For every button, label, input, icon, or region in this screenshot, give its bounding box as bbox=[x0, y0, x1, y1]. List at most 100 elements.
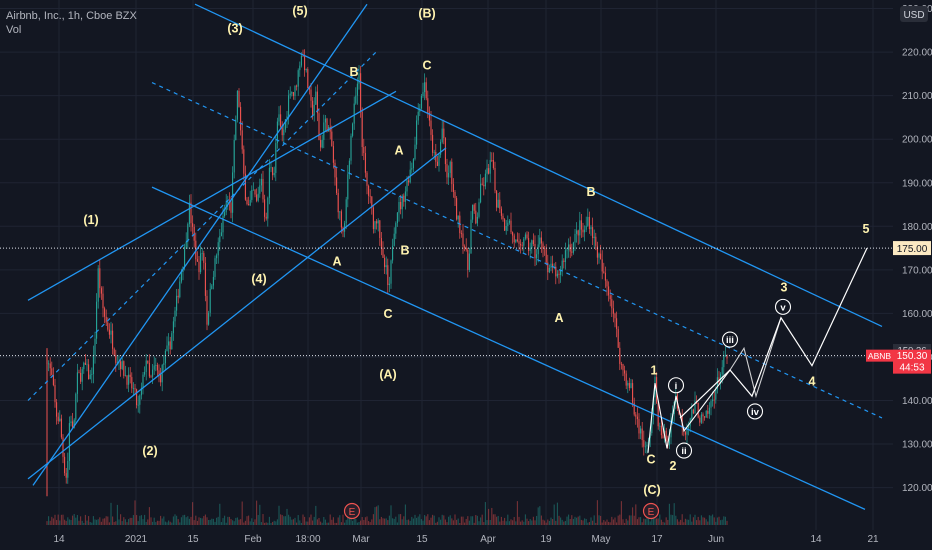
candle-body bbox=[691, 409, 693, 419]
volume-bar bbox=[467, 516, 469, 525]
volume-bar bbox=[500, 516, 502, 525]
circle-label: v bbox=[780, 302, 786, 313]
candle-body bbox=[235, 119, 237, 141]
candle-body bbox=[528, 238, 530, 251]
candle-body bbox=[390, 260, 392, 284]
candle-body bbox=[254, 189, 256, 195]
candle-body bbox=[505, 226, 507, 231]
candle-body bbox=[609, 295, 611, 300]
volume-bar bbox=[656, 518, 658, 525]
earnings-marker: E bbox=[343, 502, 361, 520]
earnings-letter: E bbox=[648, 507, 655, 518]
volume-bar bbox=[603, 520, 605, 525]
volume-indicator-label[interactable]: Vol bbox=[6, 24, 22, 36]
candle-body bbox=[467, 249, 469, 270]
candle-body bbox=[275, 143, 277, 173]
channel-line-2 bbox=[27, 147, 447, 480]
volume-bar bbox=[619, 514, 621, 525]
volume-bar bbox=[588, 522, 590, 525]
volume-bar bbox=[262, 514, 264, 525]
candle-body bbox=[129, 374, 131, 378]
candle-body bbox=[473, 204, 475, 211]
candle-body bbox=[705, 410, 707, 418]
time-tick-label: Apr bbox=[480, 534, 496, 545]
candle-body bbox=[243, 149, 245, 174]
volume-bar bbox=[315, 505, 317, 525]
currency-badge[interactable]: USD bbox=[900, 6, 928, 22]
candle-body bbox=[296, 85, 298, 87]
volume-bar bbox=[427, 514, 429, 525]
candle-body bbox=[337, 193, 339, 213]
volume-bar bbox=[611, 516, 613, 525]
candle-body bbox=[417, 111, 419, 121]
volume-bar bbox=[592, 520, 594, 525]
candle-body bbox=[331, 131, 333, 147]
volume-bar bbox=[468, 520, 470, 525]
candle-body bbox=[688, 426, 690, 428]
candle-body bbox=[443, 128, 445, 139]
volume-bar bbox=[696, 520, 698, 525]
volume-bar bbox=[376, 506, 378, 525]
volume-bar bbox=[241, 501, 243, 525]
candle-body bbox=[396, 212, 398, 224]
candle-body bbox=[448, 172, 450, 178]
volume-bar bbox=[659, 514, 661, 525]
candle-body bbox=[60, 418, 62, 438]
volume-bar bbox=[718, 516, 720, 525]
candle-body bbox=[380, 237, 382, 249]
candle-body bbox=[430, 120, 432, 135]
candle-body bbox=[598, 253, 600, 258]
volume-bar bbox=[569, 518, 571, 525]
candle-body bbox=[145, 360, 147, 372]
wave-label: B bbox=[586, 185, 595, 199]
candle-body bbox=[187, 224, 189, 242]
candle-body bbox=[86, 364, 88, 366]
volume-bar bbox=[145, 521, 147, 525]
time-tick-label: Feb bbox=[244, 534, 262, 545]
candle-body bbox=[89, 374, 91, 380]
volume-bar bbox=[676, 519, 678, 525]
volume-bar bbox=[691, 521, 693, 525]
candle-body bbox=[659, 425, 661, 427]
price-tick-label: 170.00 bbox=[902, 265, 932, 276]
candle-body bbox=[646, 444, 648, 447]
volume-bar bbox=[371, 519, 373, 525]
volume-bar bbox=[555, 520, 557, 525]
candle-body bbox=[320, 140, 322, 148]
price-axis[interactable]: 120.00130.00140.00150.00160.00170.00180.… bbox=[893, 0, 932, 530]
wave-label: A bbox=[394, 143, 403, 157]
candle-body bbox=[726, 355, 728, 359]
channel-midline-1 bbox=[27, 51, 377, 401]
volume-bar bbox=[286, 508, 288, 525]
candle-body bbox=[360, 73, 362, 112]
candle-body bbox=[515, 239, 517, 243]
candle-body bbox=[510, 220, 512, 233]
volume-bar bbox=[208, 519, 210, 525]
chart-legend: Airbnb, Inc., 1h, Cboe BZX Vol bbox=[6, 9, 137, 37]
volume-bar bbox=[393, 518, 395, 525]
volume-bar bbox=[75, 517, 77, 525]
volume-bar bbox=[483, 522, 485, 525]
volume-bar bbox=[633, 515, 635, 525]
candle-body bbox=[96, 301, 98, 339]
wave-label: C bbox=[646, 453, 655, 467]
volume-bar bbox=[648, 514, 650, 525]
volume-bar bbox=[563, 521, 565, 525]
candle-body bbox=[84, 362, 86, 365]
volume-bar bbox=[267, 522, 269, 525]
volume-bar bbox=[67, 517, 69, 525]
wave-label: C bbox=[383, 307, 392, 321]
volume-bar bbox=[80, 516, 82, 525]
volume-bar bbox=[289, 516, 291, 525]
price-tick-label: 160.00 bbox=[902, 309, 932, 320]
time-axis[interactable]: 14 2021 15 Feb 18:00 Mar 15 Apr 19 May 17 Jun 14 21 bbox=[0, 530, 932, 550]
candle-body bbox=[444, 138, 446, 165]
symbol-title[interactable]: Airbnb, Inc., 1h, Cboe BZX bbox=[6, 10, 137, 22]
channel-line-1 bbox=[27, 90, 397, 301]
candle-body bbox=[174, 310, 176, 322]
volume-bar bbox=[710, 515, 712, 525]
volume-bar bbox=[235, 517, 237, 525]
volume-bar bbox=[630, 515, 632, 525]
